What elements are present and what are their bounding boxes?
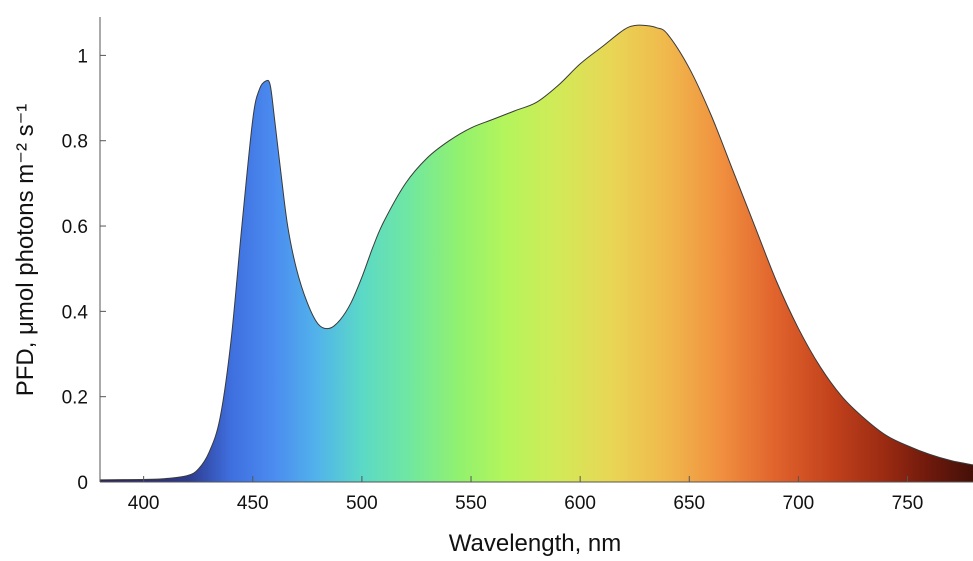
axes: [99, 17, 973, 483]
x-tick-label: 600: [564, 493, 596, 514]
x-tick-label: 750: [892, 493, 924, 514]
y-axis-title: PFD, μmol photons m⁻² s⁻¹: [12, 104, 39, 397]
y-tick-label: 1: [77, 46, 88, 67]
x-tick-label: 700: [783, 493, 815, 514]
x-axis-title: Wavelength, nm: [449, 530, 622, 557]
x-tick-label: 400: [128, 493, 160, 514]
y-tick-label: 0.8: [62, 132, 88, 153]
y-tick-label: 0: [77, 473, 88, 494]
spectrum-line: [99, 24, 973, 481]
spectrum-area: [100, 25, 973, 483]
y-ticks: 0 0.2 0.4 0.6 0.8 1: [62, 46, 106, 494]
x-tick-label: 450: [237, 493, 269, 514]
y-tick-label: 0.6: [62, 217, 88, 238]
y-tick-label: 0.4: [62, 302, 89, 323]
plot-area: [99, 24, 973, 483]
y-tick-label: 0.2: [62, 388, 88, 409]
x-tick-label: 650: [673, 493, 705, 514]
x-ticks: 400 450 500 550 600 650 700 750: [128, 476, 924, 514]
x-tick-label: 500: [346, 493, 378, 514]
x-tick-label: 550: [455, 493, 487, 514]
